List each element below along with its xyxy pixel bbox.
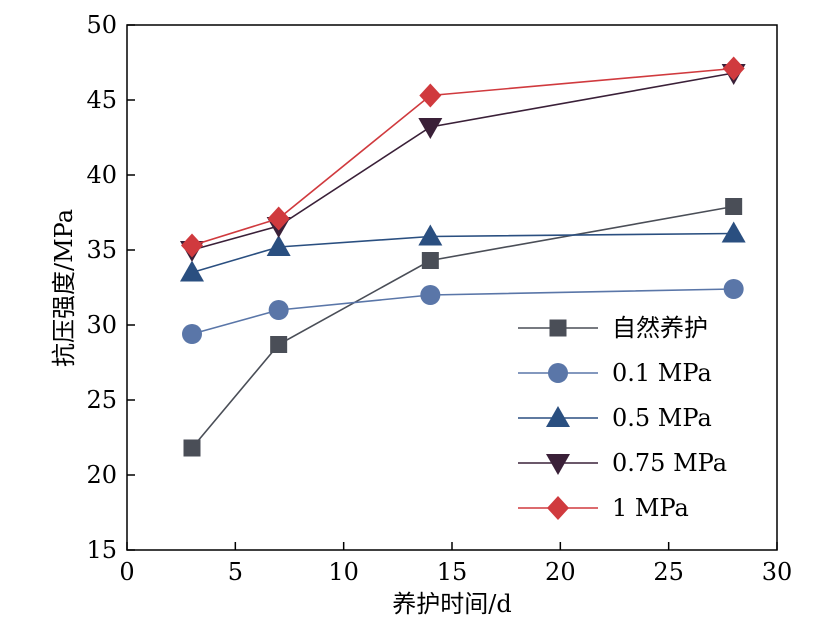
y-tick-label: 20 [86,461,117,489]
series-1 [182,279,744,344]
legend: 自然养护 0.1 MPa 0.5 MPa 0.75 MPa 1 MPa [518,314,727,522]
x-tick-label: 0 [119,558,134,586]
data-point [181,233,203,258]
legend-entry: 0.75 MPa [518,449,727,477]
data-point [266,235,291,256]
series-2 [180,221,746,282]
data-point [270,336,288,353]
y-tick-label: 35 [86,236,117,264]
series-line [191,288,734,335]
legend-entry: 1 MPa [518,494,689,522]
data-point [268,300,289,320]
y-axis-title: 抗压强度/MPa [50,209,78,367]
y-tick-label: 50 [86,11,117,39]
data-point [419,83,442,108]
y-tick-label: 25 [86,386,117,414]
legend-label: 0.1 MPa [612,359,712,387]
data-point [183,439,201,457]
x-tick-label: 30 [762,558,793,586]
series-layer [180,56,746,457]
series-3 [180,64,746,262]
data-point [418,224,443,246]
data-point [418,118,443,139]
data-point [267,206,290,231]
ticks-layer: 0 5 10 15 20 25 30 15 20 25 30 35 40 45 50 [86,11,792,586]
legend-marker [547,496,569,520]
series-line [191,72,734,251]
data-point [182,324,202,344]
legend-marker [549,319,567,337]
y-tick-label: 15 [86,536,117,564]
data-point [725,198,743,215]
x-tick-label: 25 [653,558,684,586]
legend-label: 自然养护 [612,314,708,342]
x-axis-title: 养护时间/d [392,590,511,618]
legend-entry: 0.1 MPa [518,359,712,387]
data-point [421,252,439,269]
y-tick-label: 45 [86,86,117,114]
legend-label: 1 MPa [612,494,689,522]
data-point [723,279,744,299]
y-tick-label: 40 [86,161,117,189]
legend-marker [546,454,570,475]
x-tick-label: 10 [328,558,359,586]
y-tick-label: 30 [86,311,117,339]
data-point [721,221,746,243]
legend-entry: 0.5 MPa [518,404,712,432]
series-4 [181,56,745,258]
legend-marker [546,406,570,427]
data-point [420,285,441,305]
legend-label: 0.75 MPa [612,449,727,477]
series-line [191,232,734,274]
legend-label: 0.5 MPa [612,404,712,432]
x-tick-label: 5 [228,558,243,586]
legend-entry: 自然养护 [518,314,708,342]
data-point [180,260,204,282]
legend-marker [548,363,568,383]
x-tick-label: 15 [437,558,468,586]
data-point [722,56,745,81]
series-line [191,67,734,247]
x-tick-label: 20 [545,558,576,586]
